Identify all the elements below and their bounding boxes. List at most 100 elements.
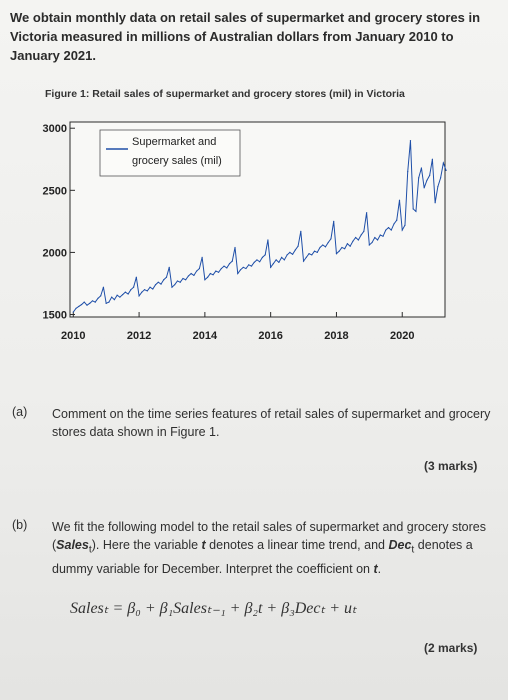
data-point — [187, 275, 190, 277]
data-point — [179, 281, 181, 283]
data-point — [305, 256, 307, 258]
data-point — [204, 279, 206, 281]
data-point — [217, 271, 220, 273]
part-a-label: (a) — [12, 405, 28, 419]
data-point — [371, 241, 373, 244]
data-point — [270, 266, 272, 268]
part-b-question: We fit the following model to the retail… — [52, 518, 492, 578]
part-b-text-4: denotes a dummy variable for December. I… — [52, 538, 473, 576]
data-point — [168, 266, 170, 268]
data-point — [368, 244, 370, 246]
part-a-marks: (3 marks) — [424, 459, 478, 473]
data-point — [94, 301, 96, 303]
data-point — [272, 262, 274, 265]
var-t-2: t — [373, 561, 378, 576]
data-point — [248, 264, 250, 266]
data-point — [396, 219, 398, 221]
data-point — [215, 270, 217, 272]
data-point — [382, 235, 384, 237]
data-point — [404, 224, 406, 226]
data-point — [398, 199, 401, 201]
data-point — [111, 296, 113, 298]
x-axis-ticks: 2010 2012 2014 2016 2018 2020 — [61, 312, 414, 342]
data-point — [198, 267, 200, 270]
data-point — [122, 294, 124, 296]
data-point — [152, 288, 154, 290]
data-point — [223, 265, 225, 267]
part-b-label: (b) — [12, 518, 28, 532]
data-point — [133, 286, 135, 288]
data-point — [322, 244, 324, 246]
data-point — [409, 140, 412, 142]
data-point — [429, 174, 431, 177]
data-point — [226, 267, 228, 269]
data-point — [127, 293, 129, 295]
data-point — [376, 239, 379, 241]
data-point — [415, 210, 417, 213]
data-point — [442, 162, 444, 164]
data-point — [231, 260, 233, 262]
chart-svg: 1500 2000 2500 3000 2010 2012 2014 2016 2018 202… — [43, 121, 447, 342]
data-point — [374, 236, 376, 239]
data-point — [256, 259, 258, 261]
data-point — [426, 179, 428, 181]
data-point — [387, 226, 390, 229]
data-point — [366, 212, 368, 214]
data-point — [355, 236, 357, 239]
data-point — [80, 303, 83, 306]
part-b-marks: (2 marks) — [424, 641, 478, 655]
x-tick-label: 2014 — [193, 330, 218, 342]
part-b-text-2: ). Here the variable — [91, 538, 202, 552]
data-point — [286, 254, 288, 256]
data-point — [261, 256, 264, 258]
data-point — [412, 208, 414, 210]
part-b-text-1: We fit the following model to the retail… — [52, 520, 487, 552]
var-t: t — [201, 538, 206, 552]
data-point — [308, 253, 310, 255]
data-point — [390, 229, 392, 231]
data-point — [393, 223, 395, 225]
data-point — [324, 246, 327, 248]
data-point — [385, 229, 387, 231]
data-point — [141, 291, 143, 293]
figure-caption: Figure 1: Retail sales of supermarket an… — [45, 88, 405, 100]
data-point — [423, 187, 425, 189]
sales-line-chart: 1500 2000 2500 3000 2010 2012 2014 2016 2018 202… — [30, 112, 450, 362]
data-point — [338, 250, 340, 252]
data-point — [245, 267, 247, 270]
x-tick-label: 2020 — [390, 330, 414, 342]
data-point — [174, 284, 176, 286]
data-point — [154, 284, 157, 286]
part-a-question: Comment on the time series features of r… — [52, 407, 491, 439]
data-point — [302, 260, 305, 262]
data-point — [228, 262, 231, 265]
data-point — [89, 302, 91, 304]
data-point — [196, 270, 198, 272]
data-point — [91, 300, 94, 302]
data-point — [212, 274, 214, 276]
data-point — [100, 295, 102, 297]
data-point — [445, 169, 447, 172]
var-sales-subscript: t — [88, 544, 92, 556]
data-point — [97, 297, 99, 299]
data-point — [113, 299, 116, 301]
data-point — [259, 261, 261, 263]
data-point — [83, 301, 85, 303]
x-tick-label: 2018 — [324, 330, 348, 342]
data-point — [237, 272, 239, 275]
data-point — [300, 230, 302, 232]
data-point — [341, 246, 343, 249]
data-point — [346, 243, 349, 245]
data-point — [335, 253, 338, 255]
x-tick-label: 2010 — [61, 330, 85, 342]
legend-label-line-1: Supermarket and — [132, 136, 216, 148]
data-point — [253, 261, 255, 263]
data-point — [278, 261, 280, 263]
y-tick-label: 2500 — [43, 185, 67, 197]
y-tick-label: 1500 — [43, 310, 67, 322]
y-tick-label: 3000 — [43, 123, 67, 135]
data-point — [294, 249, 296, 251]
data-point — [283, 259, 285, 261]
data-point — [75, 307, 77, 309]
